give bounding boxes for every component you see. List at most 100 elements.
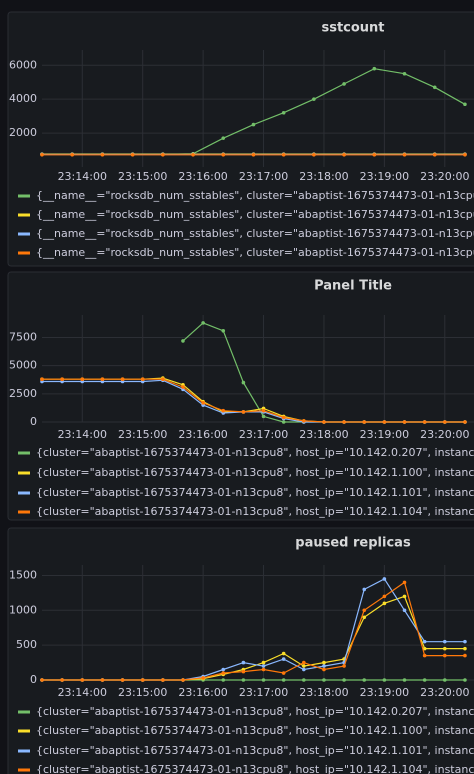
x-tick-label: 23:20:00 bbox=[420, 428, 469, 441]
panel bbox=[7, 527, 474, 774]
panel-title: paused replicas bbox=[295, 536, 411, 551]
point bbox=[241, 678, 246, 682]
legend-label: {cluster="abaptist-1675374473-01-n13cpu8… bbox=[36, 505, 474, 518]
legend-label: {cluster="abaptist-1675374473-01-n13cpu8… bbox=[36, 486, 474, 499]
legend-label: {__name__="rocksdb_num_sstables", cluste… bbox=[36, 208, 474, 221]
point bbox=[40, 678, 44, 682]
x-tick-label: 23:14:00 bbox=[58, 170, 107, 183]
point bbox=[40, 152, 44, 157]
point bbox=[422, 678, 427, 682]
point bbox=[140, 377, 145, 382]
point bbox=[161, 377, 165, 382]
point bbox=[302, 660, 306, 665]
legend-label: {__name__="rocksdb_num_sstables", cluste… bbox=[36, 246, 474, 259]
point bbox=[342, 152, 346, 157]
point bbox=[161, 678, 165, 682]
point bbox=[402, 678, 407, 682]
y-tick-label: 500 bbox=[16, 638, 37, 651]
x-tick-label: 23:15:00 bbox=[118, 686, 167, 699]
point bbox=[402, 594, 407, 599]
point bbox=[302, 419, 306, 423]
point bbox=[422, 639, 427, 644]
point bbox=[342, 82, 346, 86]
point bbox=[402, 152, 407, 157]
series-line bbox=[42, 378, 465, 423]
point bbox=[40, 377, 44, 382]
point bbox=[442, 653, 447, 658]
x-tick-label: 23:19:00 bbox=[360, 686, 409, 699]
x-tick-label: 23:20:00 bbox=[420, 170, 469, 183]
y-tick-label: 5000 bbox=[9, 359, 37, 372]
point bbox=[422, 420, 427, 424]
x-tick-label: 23:19:00 bbox=[360, 170, 409, 183]
point bbox=[261, 664, 266, 668]
point bbox=[221, 678, 226, 682]
point bbox=[402, 580, 407, 585]
point bbox=[342, 420, 346, 424]
point bbox=[181, 339, 185, 343]
y-tick-label: 7500 bbox=[9, 331, 37, 344]
series-line bbox=[42, 581, 465, 681]
legend-label: {cluster="abaptist-1675374473-01-n13cpu8… bbox=[36, 744, 474, 757]
y-tick-label: 0 bbox=[30, 673, 37, 686]
point bbox=[302, 667, 306, 672]
x-tick-label: 23:17:00 bbox=[239, 428, 288, 441]
point bbox=[342, 678, 346, 682]
point bbox=[463, 678, 467, 682]
point bbox=[322, 678, 326, 682]
point bbox=[241, 669, 246, 674]
point bbox=[281, 651, 286, 656]
point bbox=[261, 667, 266, 672]
legend-label: {cluster="abaptist-1675374473-01-n13cpu8… bbox=[36, 446, 474, 459]
point bbox=[191, 152, 195, 157]
point bbox=[201, 401, 205, 405]
point bbox=[281, 678, 286, 682]
point bbox=[362, 420, 367, 424]
point bbox=[261, 408, 266, 413]
point bbox=[120, 678, 125, 682]
point bbox=[432, 152, 437, 157]
point bbox=[100, 678, 105, 682]
point bbox=[382, 594, 387, 599]
point bbox=[80, 377, 85, 382]
point bbox=[140, 678, 145, 682]
point bbox=[60, 678, 64, 682]
point bbox=[241, 410, 246, 414]
y-tick-label: 1500 bbox=[9, 568, 37, 581]
point bbox=[382, 678, 387, 682]
point bbox=[221, 136, 226, 140]
point bbox=[281, 415, 286, 420]
point bbox=[362, 608, 367, 613]
y-tick-label: 1000 bbox=[9, 603, 37, 616]
point bbox=[201, 676, 205, 680]
point bbox=[442, 678, 447, 682]
y-tick-label: 6000 bbox=[9, 58, 37, 71]
legend-label: {cluster="abaptist-1675374473-01-n13cpu8… bbox=[36, 763, 474, 774]
x-tick-label: 23:16:00 bbox=[178, 428, 227, 441]
point bbox=[181, 678, 185, 682]
x-tick-label: 23:19:00 bbox=[360, 428, 409, 441]
point bbox=[322, 660, 326, 665]
point bbox=[70, 152, 75, 157]
point bbox=[241, 380, 246, 385]
x-tick-label: 23:14:00 bbox=[58, 428, 107, 441]
point bbox=[161, 152, 165, 157]
y-tick-label: 0 bbox=[30, 415, 37, 428]
y-tick-label: 2000 bbox=[9, 126, 37, 139]
panel-title: sstcount bbox=[321, 21, 384, 36]
point bbox=[251, 122, 256, 127]
point bbox=[442, 639, 447, 644]
point bbox=[221, 667, 226, 672]
point bbox=[100, 377, 105, 382]
point bbox=[281, 671, 286, 675]
legend-label: {cluster="abaptist-1675374473-01-n13cpu8… bbox=[36, 724, 474, 737]
point bbox=[281, 110, 286, 115]
point bbox=[372, 66, 377, 71]
point bbox=[312, 97, 316, 101]
point bbox=[442, 646, 447, 651]
point bbox=[422, 646, 427, 651]
point bbox=[261, 678, 266, 682]
point bbox=[251, 152, 256, 157]
point bbox=[241, 660, 246, 665]
point bbox=[261, 660, 266, 665]
